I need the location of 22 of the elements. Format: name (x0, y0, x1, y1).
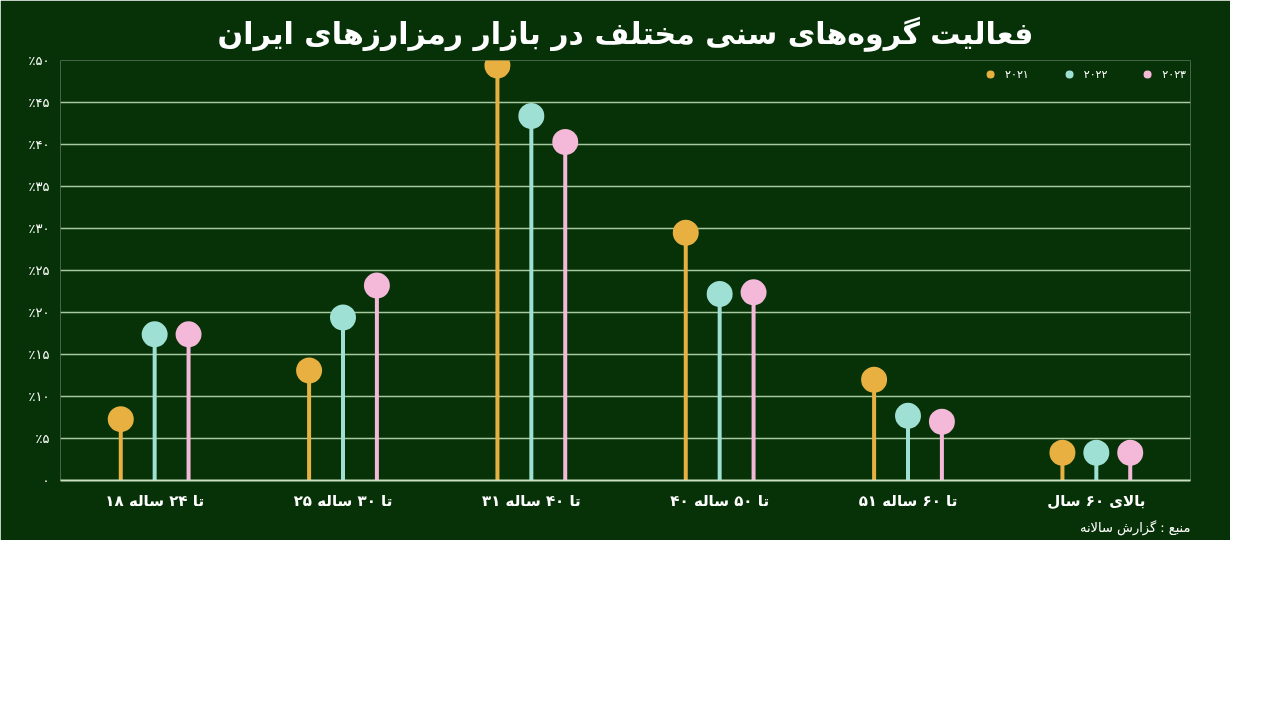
y-tick-label: ٪۲۰ (28, 305, 50, 320)
y-tick-label: ٪۵ (35, 431, 50, 446)
x-tick-label: ۲۵ تا ۳۰ ساله (293, 491, 393, 510)
x-tick-label: ۴۰ تا ۵۰ ساله (670, 491, 770, 510)
x-tick-label: ۳۱ تا ۴۰ ساله (482, 491, 581, 510)
y-tick-label: ٪۱۰ (28, 389, 50, 404)
legend-label: ۲۰۲۲ (1083, 66, 1108, 82)
x-tick-label: بالای ۶۰ سال (1047, 491, 1146, 510)
x-tick-label: ۱۸ تا ۲۴ ساله (105, 491, 205, 510)
y-tick-label: ٪۴۵ (28, 95, 50, 110)
y-tick-label: ٪۵۰ (28, 53, 50, 68)
y-tick-label: ٪۳۵ (28, 179, 50, 194)
y-tick-label: ٪۱۵ (28, 347, 50, 362)
chart-title: فعالیت گروه‌های سنی مختلف در بازار رمزارزهای ایران (217, 15, 1034, 52)
legend-label: ۲۰۲۱ (1005, 66, 1029, 82)
y-tick-label: ٪۲۵ (28, 263, 50, 278)
text: منبع : گزارش سالانه (1080, 519, 1191, 536)
y-tick-label: ۰ (42, 473, 50, 488)
x-tick-label: ۵۱ تا ۶۰ ساله (858, 491, 958, 510)
legend-label: ۲۰۲۳ (1162, 66, 1186, 82)
y-tick-label: ٪۴۰ (28, 137, 50, 152)
y-tick-label: ٪۳۰ (28, 221, 50, 236)
